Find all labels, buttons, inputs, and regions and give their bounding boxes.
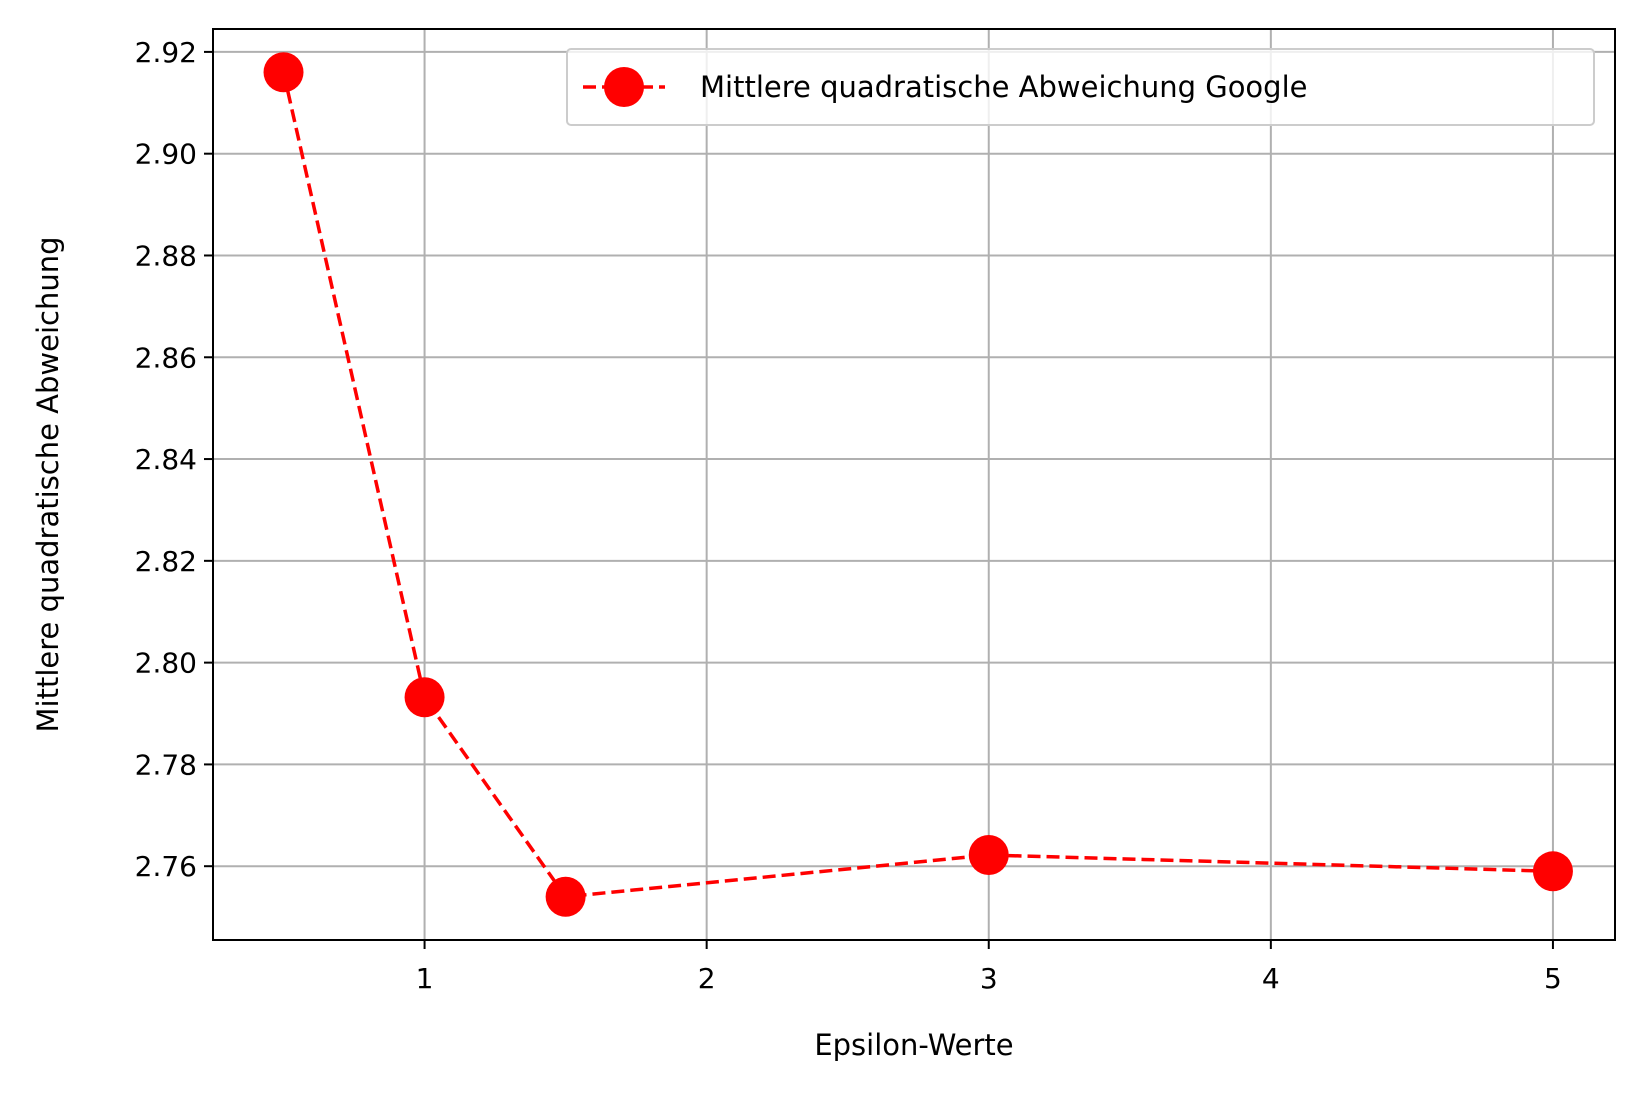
legend-box — [566, 48, 1595, 126]
y-tick-label: 2.84 — [135, 443, 197, 476]
series-layer — [263, 52, 1573, 917]
data-point — [404, 677, 445, 718]
x-tick-label: 3 — [980, 962, 998, 995]
y-tick-label: 2.76 — [135, 850, 197, 883]
y-tick-label: 2.90 — [135, 138, 197, 171]
y-axis-label: Mittlere quadratische Abweichung — [31, 236, 65, 732]
ticks-layer: 1 2 3 4 5 2.76 2.78 2.80 2.82 2.84 2.86 2.88 2.90 2.9… — [135, 36, 1562, 995]
plot-frame — [212, 28, 1616, 941]
y-tick-label: 2.82 — [135, 545, 197, 578]
legend-marker — [604, 67, 644, 107]
data-point — [1532, 851, 1573, 892]
y-tick-label: 2.80 — [135, 647, 197, 680]
x-tick-label: 2 — [698, 962, 716, 995]
x-axis-label: Epsilon-Werte — [814, 1028, 1013, 1062]
x-tick-label: 1 — [416, 962, 434, 995]
y-tick-label: 2.78 — [135, 748, 197, 781]
legend-label: Mittlere quadratische Abweichung Google — [700, 70, 1308, 104]
data-point — [968, 835, 1009, 876]
data-point — [545, 876, 586, 917]
y-tick-label: 2.92 — [135, 36, 197, 69]
y-tick-label: 2.88 — [135, 239, 197, 272]
y-tick-label: 2.86 — [135, 341, 197, 374]
x-tick-label: 5 — [1544, 962, 1562, 995]
data-point — [263, 52, 304, 93]
x-tick-label: 4 — [1262, 962, 1280, 995]
legend: Mittlere quadratische Abweichung Google — [566, 48, 1595, 126]
